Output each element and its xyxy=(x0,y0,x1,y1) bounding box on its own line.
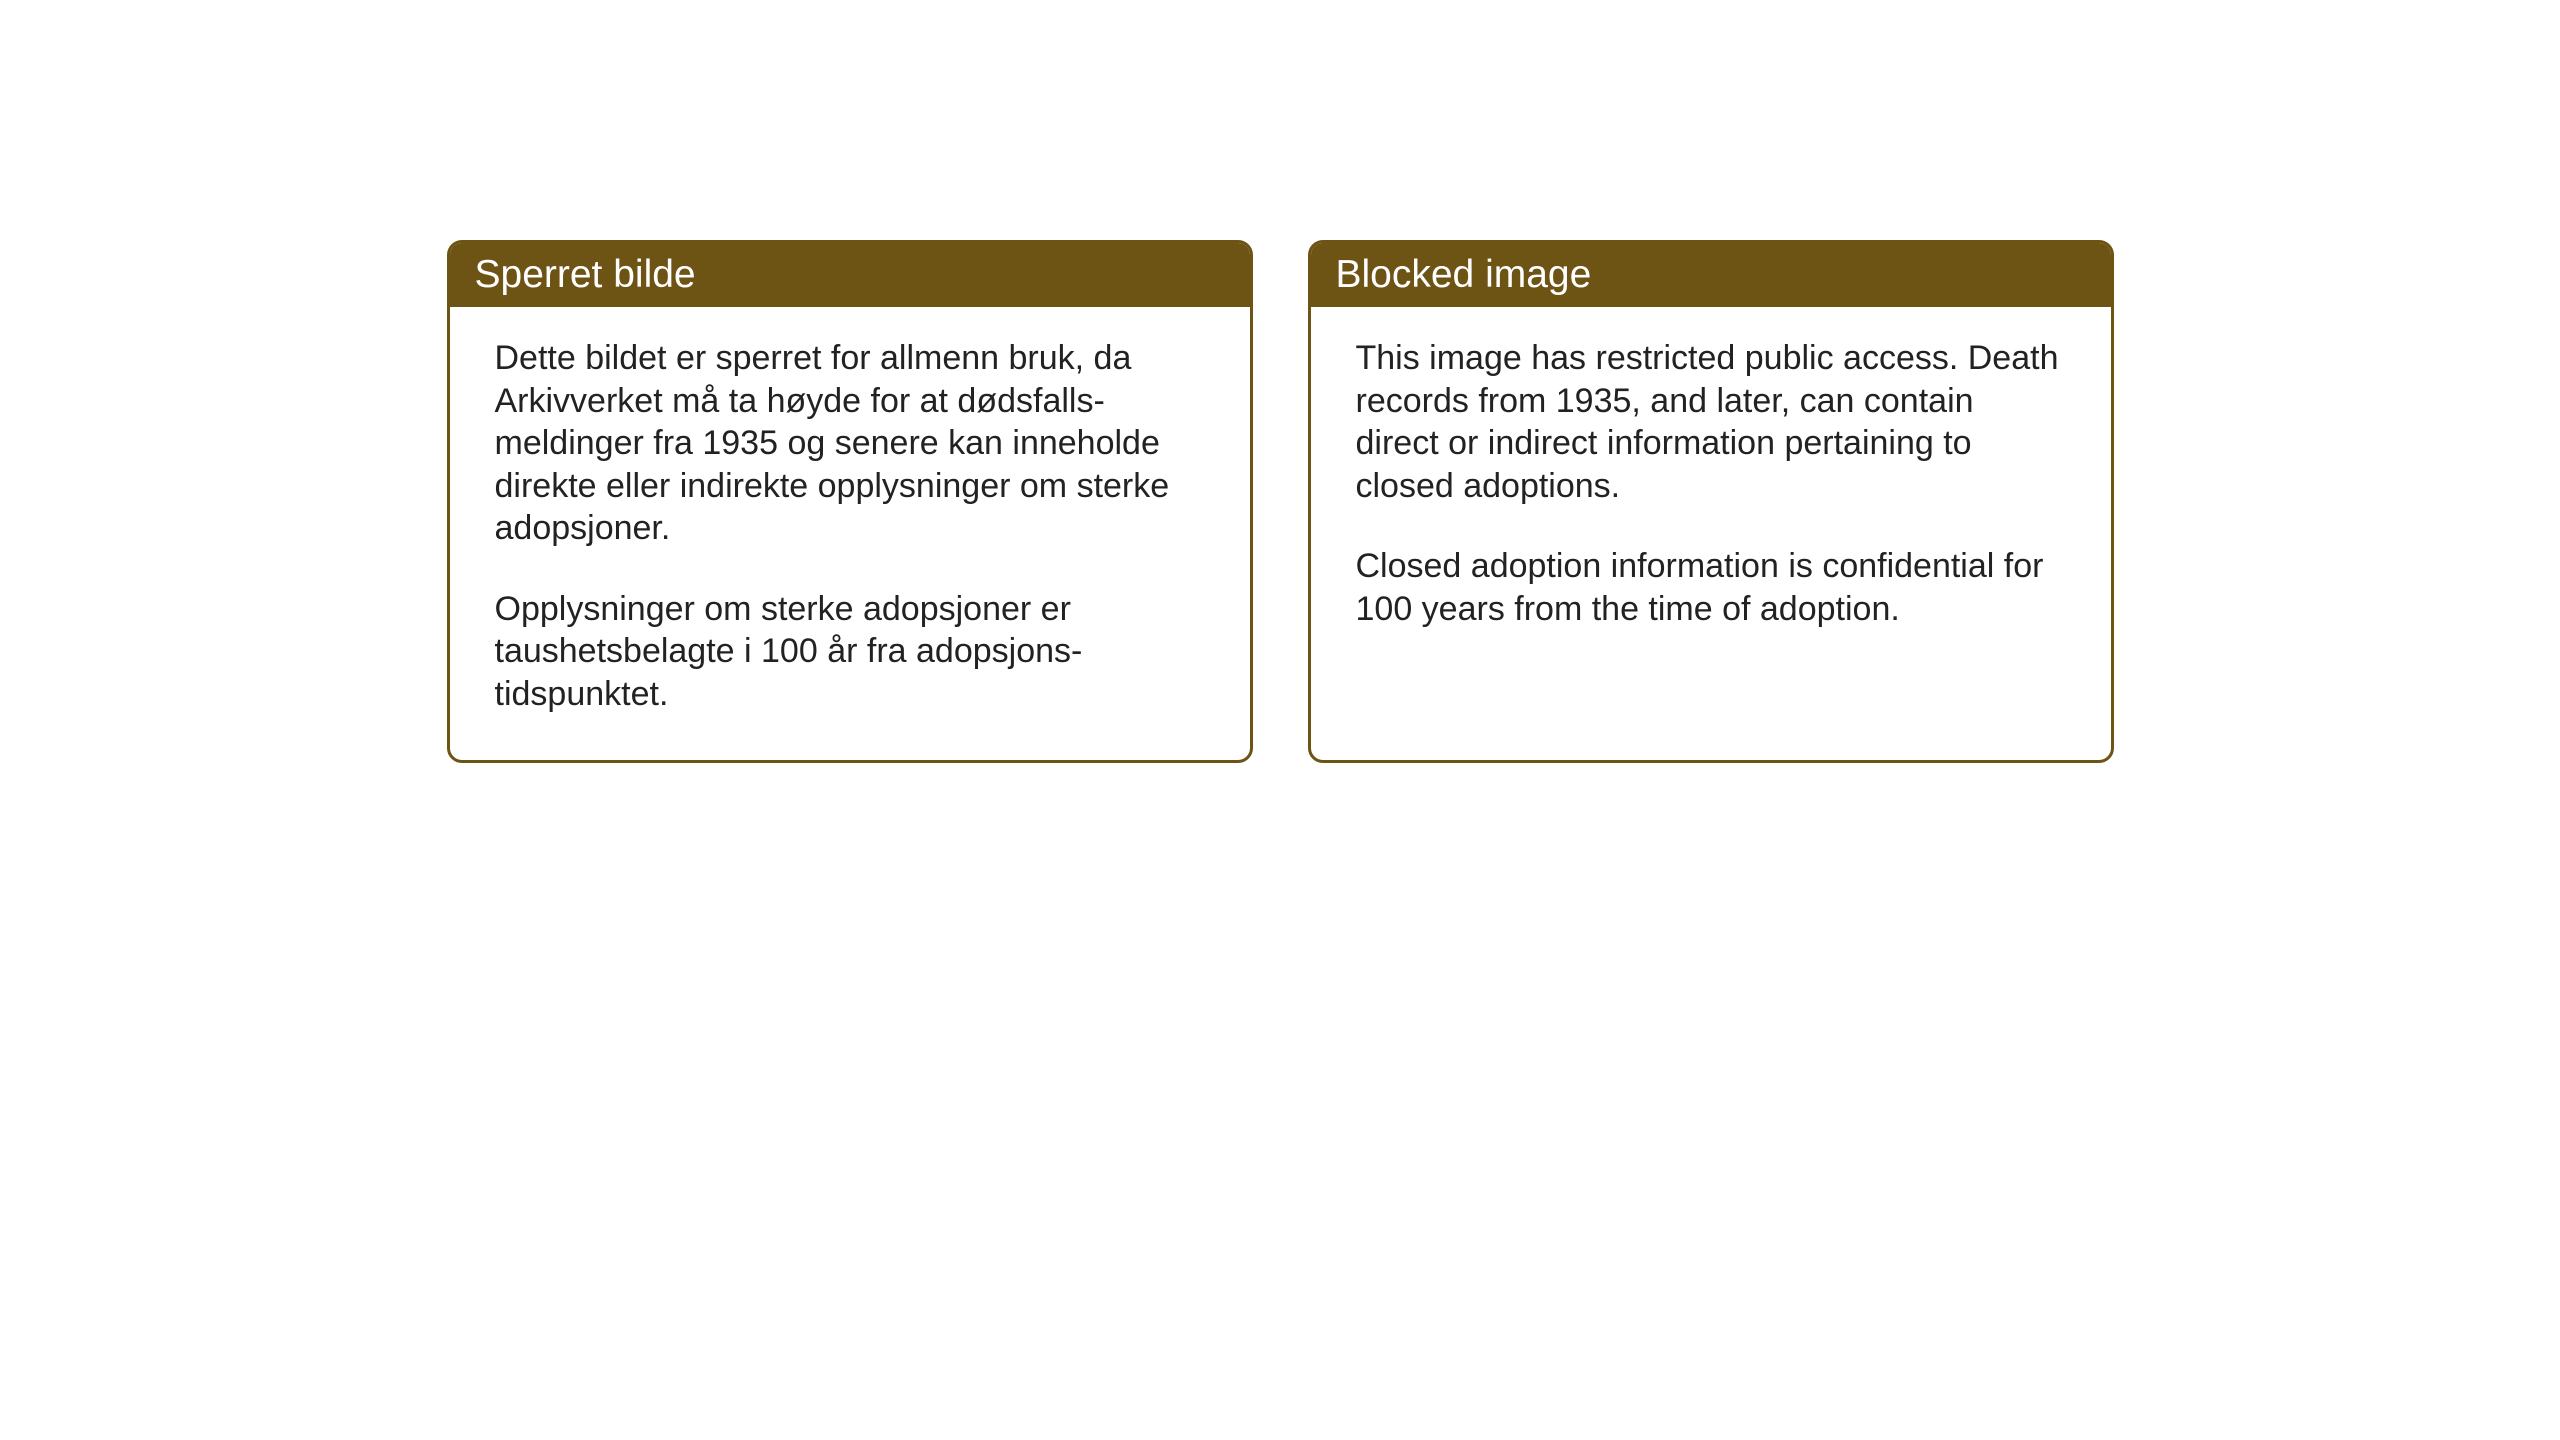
cards-container: Sperret bilde Dette bildet er sperret fo… xyxy=(447,240,2114,763)
card-english-header: Blocked image xyxy=(1311,243,2111,307)
card-norwegian-body: Dette bildet er sperret for allmenn bruk… xyxy=(450,307,1250,760)
card-norwegian-paragraph-2: Opplysninger om sterke adopsjoner er tau… xyxy=(495,588,1205,716)
card-norwegian-paragraph-1: Dette bildet er sperret for allmenn bruk… xyxy=(495,337,1205,550)
card-norwegian-header: Sperret bilde xyxy=(450,243,1250,307)
card-english-body: This image has restricted public access.… xyxy=(1311,307,2111,675)
card-english-paragraph-1: This image has restricted public access.… xyxy=(1356,337,2066,507)
card-english: Blocked image This image has restricted … xyxy=(1308,240,2114,763)
card-english-paragraph-2: Closed adoption information is confident… xyxy=(1356,545,2066,630)
card-norwegian: Sperret bilde Dette bildet er sperret fo… xyxy=(447,240,1253,763)
